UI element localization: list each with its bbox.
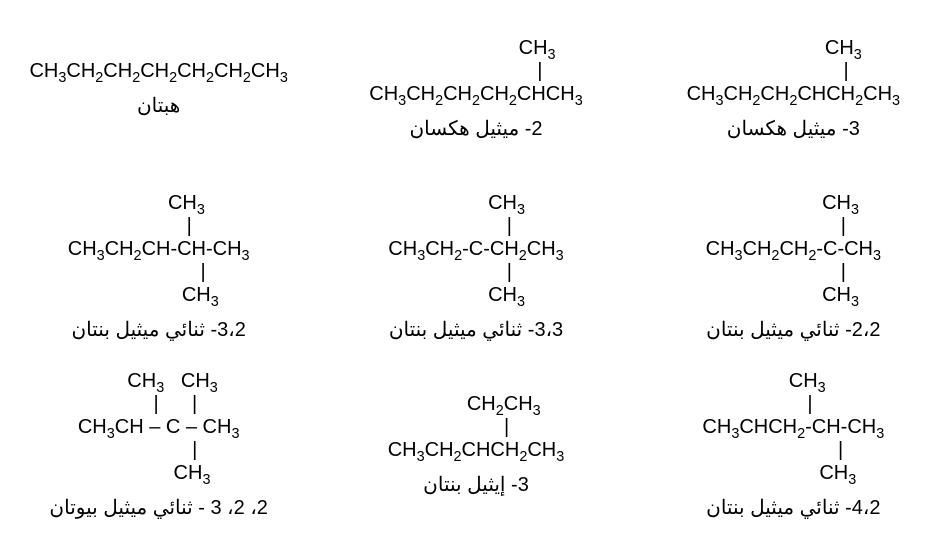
compound-grid: CH3CH2CH2CH2CH2CH2CH3 هبتان CH3 | CH3CH2… — [0, 0, 952, 534]
compound-cell: CH3 | CH3CH2CH2CH2CHCH3 2- ميثيل هكسان — [317, 0, 634, 178]
structure-2-methylhexane: CH3 | CH3CH2CH2CH2CHCH3 — [369, 37, 582, 106]
compound-cell: CH3 | CH3CH2CH2-C-CH3 | CH3 2،2- ثنائي م… — [635, 178, 952, 356]
compound-cell: CH2CH3 | CH3CH2CHCH2CH3 3- إيثيل بنتان — [317, 356, 634, 534]
compound-name: 2،2- ثنائي ميثيل بنتان — [706, 317, 880, 342]
structure-2-3-dimethylpentane: CH3 | CH3CH2CH-CH-CH3 | CH3 — [68, 192, 250, 307]
compound-cell: CH3 | CH3CH2-C-CH2CH3 | CH3 3،3- ثنائي م… — [317, 178, 634, 356]
structure-3-3-dimethylpentane: CH3 | CH3CH2-C-CH2CH3 | CH3 — [388, 192, 563, 307]
compound-name: 2- ميثيل هكسان — [409, 116, 542, 141]
compound-name: 3،2- ثنائي ميثيل بنتان — [71, 317, 245, 342]
structure-2-4-dimethylpentane: CH3 | CH3CHCH2-CH-CH3 | CH3 — [702, 370, 884, 485]
structure-2-2-dimethylpentane: CH3 | CH3CH2CH2-C-CH3 | CH3 — [706, 192, 881, 307]
structure-heptane: CH3CH2CH2CH2CH2CH2CH3 — [29, 60, 287, 83]
compound-name: 4،2- ثنائي ميثيل بنتان — [706, 495, 880, 520]
compound-cell: CH3 | CH3CH2CH-CH-CH3 | CH3 3،2- ثنائي م… — [0, 178, 317, 356]
structure-2-2-3-trimethylbutane: CH3 CH3 | | CH3CH – C – CH3 | CH3 — [78, 370, 240, 485]
structure-3-methylhexane: CH3 | CH3CH2CH2CHCH2CH3 — [687, 37, 900, 106]
compound-name: 3- إيثيل بنتان — [423, 472, 529, 497]
compound-name: هبتان — [137, 93, 180, 118]
compound-name: 3- ميثيل هكسان — [727, 116, 860, 141]
structure-3-ethylpentane: CH2CH3 | CH3CH2CHCH2CH3 — [388, 393, 565, 462]
compound-name: 2، 2، 3 - ثنائي ميثيل بيوتان — [49, 495, 267, 520]
compound-cell: CH3CH2CH2CH2CH2CH2CH3 هبتان — [0, 0, 317, 178]
compound-cell: CH3 CH3 | | CH3CH – C – CH3 | CH3 2، 2، … — [0, 356, 317, 534]
compound-name: 3،3- ثنائي ميثيل بنتان — [389, 317, 563, 342]
compound-cell: CH3 | CH3CHCH2-CH-CH3 | CH3 4،2- ثنائي م… — [635, 356, 952, 534]
compound-cell: CH3 | CH3CH2CH2CHCH2CH3 3- ميثيل هكسان — [635, 0, 952, 178]
